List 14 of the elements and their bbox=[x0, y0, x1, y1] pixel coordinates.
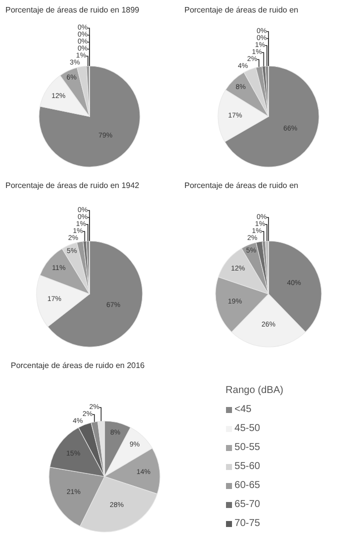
legend-label: <45 bbox=[234, 404, 252, 415]
legend-label: 45-50 bbox=[234, 423, 260, 434]
chart-title: Porcentaje de áreas de ruido en 2016 bbox=[10, 361, 146, 370]
legend-label: 60-65 bbox=[234, 480, 260, 491]
legend-label: 55-60 bbox=[234, 461, 260, 472]
chart-title: Porcentaje de áreas de ruido en 1942 bbox=[5, 180, 140, 190]
pie-slice bbox=[38, 66, 140, 168]
chart-title: Porcentaje de áreas de ruido en bbox=[184, 180, 298, 190]
chart-title: Porcentaje de áreas de ruido en bbox=[184, 6, 298, 15]
legend-label: 65-70 bbox=[234, 499, 260, 510]
legend-label: 50-55 bbox=[234, 442, 260, 453]
legend-label: 70-75 bbox=[234, 518, 260, 529]
legend-title: Rango (dBA) bbox=[226, 385, 284, 396]
chart-title: Porcentaje de áreas de ruido en 1899 bbox=[5, 6, 140, 15]
